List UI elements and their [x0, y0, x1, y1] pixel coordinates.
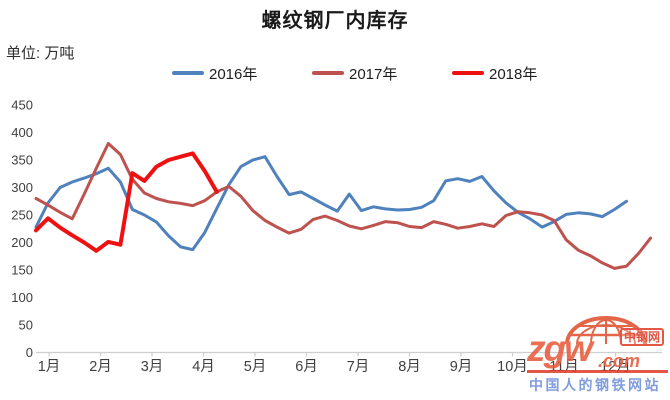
- y-axis-label: 350: [11, 153, 33, 168]
- chart-title: 螺纹钢厂内库存: [261, 10, 409, 32]
- legend-swatch-2016-icon: [172, 71, 204, 75]
- x-axis-label: 9月: [450, 359, 473, 375]
- y-axis-label: 0: [26, 345, 33, 360]
- x-axis-label: 2月: [89, 359, 112, 375]
- legend-swatch-2018-icon: [452, 70, 484, 76]
- series-line-2017年: [34, 142, 653, 270]
- series-line-2018年: [34, 151, 219, 253]
- x-axis-label: 5月: [244, 359, 267, 375]
- legend-item-2016: 2016年: [172, 63, 257, 83]
- legend-item-2018: 2018年: [452, 63, 537, 83]
- unit-label: 单位: 万吨: [6, 45, 75, 62]
- legend-label-2018: 2018年: [489, 65, 538, 83]
- x-axis-label: 12月: [600, 359, 631, 375]
- series-line-2016年: [34, 155, 628, 252]
- x-axis-label: 3月: [141, 359, 164, 375]
- y-axis-label: 200: [11, 235, 33, 250]
- x-axis-label: 11月: [549, 359, 579, 375]
- y-axis-label: 50: [19, 318, 33, 333]
- legend-label-2016: 2016年: [209, 65, 258, 83]
- y-axis-label: 400: [11, 125, 33, 140]
- legend: 2016年 2017年 2018年: [0, 63, 670, 83]
- y-axis-label: 150: [11, 263, 33, 278]
- legend-label-2017: 2017年: [349, 65, 398, 83]
- legend-swatch-2017-icon: [312, 71, 344, 75]
- x-axis-label: 7月: [347, 359, 370, 375]
- x-axis-label: 1月: [38, 359, 61, 375]
- y-axis-label: 250: [11, 208, 33, 223]
- y-axis-label: 100: [11, 290, 33, 305]
- x-axis-label: 10月: [497, 359, 528, 375]
- y-axis-label: 300: [11, 180, 33, 195]
- legend-item-2017: 2017年: [312, 63, 397, 83]
- x-axis-label: 4月: [192, 359, 215, 375]
- x-axis-label: 8月: [398, 359, 421, 375]
- x-axis-label: 6月: [295, 359, 318, 375]
- y-axis-label: 450: [11, 98, 33, 113]
